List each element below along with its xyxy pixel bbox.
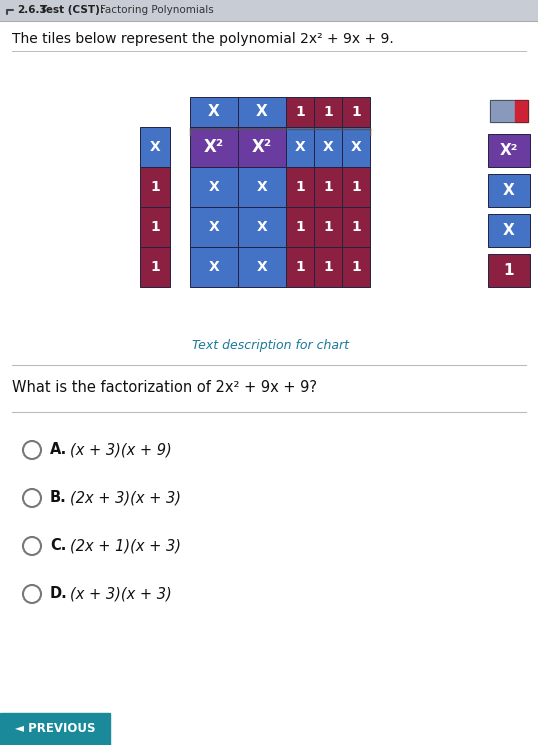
- Bar: [0, 0, 538, 20]
- Text: A.: A.: [50, 443, 67, 457]
- Text: 1: 1: [295, 220, 305, 234]
- Text: X: X: [323, 140, 334, 154]
- Text: 2.6.3: 2.6.3: [17, 5, 47, 15]
- Bar: [140, 167, 170, 207]
- Bar: [314, 127, 342, 167]
- Bar: [488, 134, 530, 167]
- Text: B.: B.: [50, 490, 67, 506]
- Text: X²: X²: [500, 143, 518, 158]
- Bar: [342, 97, 370, 127]
- Text: X: X: [257, 220, 267, 234]
- Text: X²: X²: [204, 138, 224, 156]
- Bar: [140, 247, 170, 287]
- Bar: [490, 100, 528, 122]
- Text: X: X: [209, 220, 220, 234]
- Bar: [515, 100, 528, 122]
- Text: 1: 1: [295, 180, 305, 194]
- Text: (x + 3)(x + 3): (x + 3)(x + 3): [70, 586, 172, 601]
- Bar: [238, 127, 286, 167]
- Text: Factoring Polynomials: Factoring Polynomials: [100, 5, 214, 15]
- Bar: [238, 207, 286, 247]
- Text: 1: 1: [323, 105, 333, 119]
- Text: 1: 1: [150, 220, 160, 234]
- Text: X: X: [351, 140, 362, 154]
- Bar: [238, 97, 286, 127]
- Bar: [190, 97, 238, 127]
- Text: 1: 1: [150, 260, 160, 274]
- Bar: [488, 214, 530, 247]
- Text: 1: 1: [351, 220, 361, 234]
- Text: ◄ PREVIOUS: ◄ PREVIOUS: [15, 723, 95, 735]
- Bar: [286, 97, 314, 127]
- Bar: [314, 97, 342, 127]
- Text: D.: D.: [50, 586, 68, 601]
- Text: (2x + 3)(x + 3): (2x + 3)(x + 3): [70, 490, 181, 506]
- Bar: [342, 207, 370, 247]
- Bar: [342, 247, 370, 287]
- Bar: [490, 100, 515, 122]
- Text: X: X: [209, 180, 220, 194]
- Text: C.: C.: [50, 539, 66, 554]
- Bar: [190, 167, 238, 207]
- Text: X: X: [150, 140, 160, 154]
- Bar: [0, 713, 110, 745]
- Text: X: X: [503, 183, 515, 198]
- Text: (x + 3)(x + 9): (x + 3)(x + 9): [70, 443, 172, 457]
- Bar: [140, 207, 170, 247]
- Bar: [190, 127, 238, 167]
- Text: X: X: [209, 260, 220, 274]
- Bar: [342, 127, 370, 167]
- Text: X: X: [503, 223, 515, 238]
- Bar: [314, 207, 342, 247]
- Text: X: X: [295, 140, 306, 154]
- Bar: [342, 167, 370, 207]
- Bar: [488, 174, 530, 207]
- Text: (2x + 1)(x + 3): (2x + 1)(x + 3): [70, 539, 181, 554]
- Text: 1: 1: [351, 105, 361, 119]
- Bar: [314, 247, 342, 287]
- Text: 1: 1: [323, 220, 333, 234]
- Text: What is the factorization of 2x² + 9x + 9?: What is the factorization of 2x² + 9x + …: [12, 379, 317, 395]
- Bar: [190, 247, 238, 287]
- Bar: [238, 247, 286, 287]
- Text: Test (CST):: Test (CST):: [40, 5, 104, 15]
- Bar: [286, 247, 314, 287]
- Bar: [286, 207, 314, 247]
- Text: X²: X²: [252, 138, 272, 156]
- Text: 1: 1: [323, 180, 333, 194]
- Text: The tiles below represent the polynomial 2x² + 9x + 9.: The tiles below represent the polynomial…: [12, 32, 394, 46]
- Text: 1: 1: [295, 260, 305, 274]
- Text: 1: 1: [504, 263, 514, 278]
- Text: X: X: [208, 104, 220, 119]
- Text: X: X: [257, 260, 267, 274]
- Bar: [286, 167, 314, 207]
- Bar: [286, 127, 314, 167]
- Text: X: X: [257, 180, 267, 194]
- Text: Text description for chart: Text description for chart: [192, 338, 349, 352]
- Text: X: X: [256, 104, 268, 119]
- Bar: [190, 207, 238, 247]
- Bar: [140, 127, 170, 167]
- Text: 1: 1: [295, 105, 305, 119]
- Text: 1: 1: [351, 180, 361, 194]
- Bar: [238, 167, 286, 207]
- Text: 1: 1: [150, 180, 160, 194]
- Bar: [314, 167, 342, 207]
- Text: 1: 1: [351, 260, 361, 274]
- Bar: [488, 254, 530, 287]
- Text: 1: 1: [323, 260, 333, 274]
